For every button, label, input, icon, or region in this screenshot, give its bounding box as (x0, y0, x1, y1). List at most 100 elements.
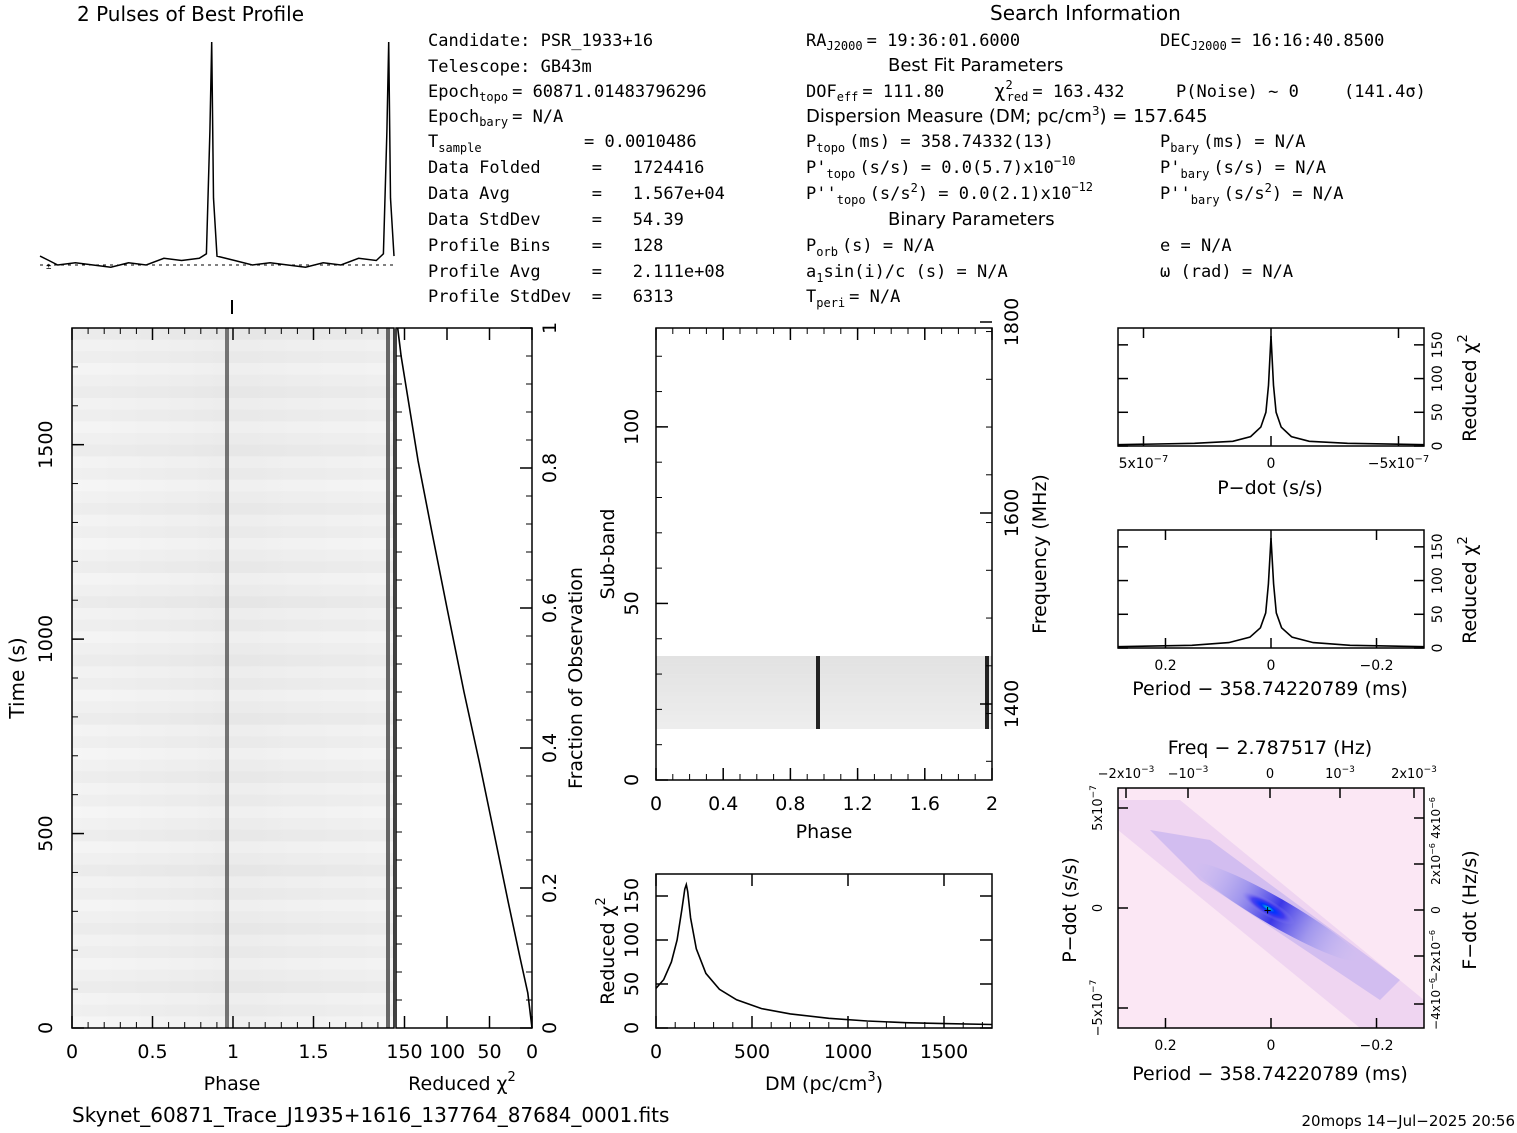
subband-pulse-1 (816, 656, 820, 729)
subband-row (656, 656, 992, 660)
p-pdot-plot: + 0.2 0 −0.2 −2x10−3 −10−3 0 10−3 2x10−3 −5x10−7… (1059, 737, 1481, 1085)
time-row (72, 468, 394, 480)
small-chi-ytick: 50 (1430, 403, 1446, 421)
time-row (72, 363, 394, 375)
time-row (72, 596, 394, 608)
chi-pdot-xlabel: P−dot (s/s) (1217, 477, 1323, 499)
chi-fraction-xtick: 100 (429, 1041, 465, 1063)
chi-period-xlabel: Period − 358.74220789 (ms) (1132, 678, 1408, 700)
chi-pdot-ylabel: Reduced χ2 (1456, 334, 1481, 442)
time-row (72, 806, 394, 818)
subband-row (656, 707, 992, 711)
time-row (72, 934, 394, 947)
subband-rows (656, 656, 992, 729)
time-phase-xtick: 1 (227, 1041, 239, 1063)
small-chi-xtick: −0.2 (1360, 658, 1394, 674)
chi-fraction-curve (396, 327, 533, 1029)
chi-period-plot: 0.2 0 −0.2 0 50 100 150 Period − 358.74220789 … (1117, 529, 1481, 700)
time-row (72, 386, 394, 398)
small-chi-xtick: −5x10−7 (1368, 454, 1430, 472)
time-phase-ylabel: Time (s) (5, 637, 29, 719)
time-row (72, 398, 394, 410)
small-chi-xtick: 5x10−7 (1119, 454, 1169, 472)
time-row (72, 946, 394, 958)
ppdot-x2label: Freq − 2.787517 (Hz) (1168, 737, 1372, 759)
time-row (72, 1004, 394, 1017)
time-row (72, 374, 394, 387)
time-row (72, 479, 394, 492)
small-chi-xtick: 0 (1267, 658, 1276, 674)
chi-fraction-ylabel: Fraction of Observation (565, 567, 587, 789)
subband-row (656, 688, 992, 693)
small-chi-ytick: 150 (1430, 533, 1446, 560)
chi-fraction-plot: 150 100 50 00 0.2 0.4 0.6 0.8 1 Reduced χ2 Fract… (386, 322, 587, 1095)
subband-row (656, 677, 992, 682)
time-row (72, 643, 394, 655)
chi-dm-xtick: 0 (650, 1041, 662, 1063)
small-chi-xtick: 0.2 (1154, 658, 1176, 674)
time-row (72, 433, 394, 445)
profile-errorbar-mark: ± (46, 262, 52, 272)
subband-xtick: 2 (986, 793, 998, 815)
chi-red-line: χ2 red = 163.432 (994, 78, 1125, 104)
profile-stddev-line: Profile StdDev = 6313 (428, 287, 674, 307)
epoch-bary-line: Epochbary = N/A (428, 107, 563, 129)
time-phase-xlabel: Phase (204, 1073, 261, 1095)
chi-dm-ytick: 100 (621, 922, 643, 958)
time-phase-xtick: 0 (66, 1041, 78, 1063)
dm-line: Dispersion Measure (DM; pc/cm3) = 157.64… (806, 104, 1208, 127)
time-row (72, 969, 394, 982)
time-row (72, 491, 394, 503)
time-row (72, 584, 394, 597)
time-row (72, 339, 394, 352)
time-row (72, 573, 394, 585)
ppdot-ytick: 5x10−7 (1089, 785, 1106, 831)
chi-fraction-xtick: 50 (477, 1041, 501, 1063)
chi-dm-ytick: 50 (621, 972, 643, 996)
time-phase-ytick: 0 (35, 1022, 57, 1034)
time-phase-ytick: 500 (35, 815, 57, 851)
tsample-value: = 0.0010486 (584, 132, 697, 152)
time-row (72, 701, 394, 713)
ppdot-x2tick: −10−3 (1168, 765, 1209, 782)
profile-bins-line: Profile Bins = 128 (428, 236, 663, 256)
small-chi-ytick: 100 (1430, 567, 1446, 594)
small-chi-ytick: 150 (1430, 331, 1446, 358)
sigma-line: (141.4σ) (1344, 82, 1426, 102)
time-phase-ytick: 1500 (35, 420, 57, 468)
ppdot-x2tick: 10−3 (1325, 765, 1355, 782)
chi-dm-xlabel: DM (pc/cm3) (765, 1070, 883, 1095)
time-row (72, 876, 394, 888)
profile-curve (39, 41, 395, 268)
subband-row (656, 670, 992, 675)
ppdot-xtick: 0.2 (1154, 1038, 1176, 1054)
chi-fraction-xtick: 150 (386, 1041, 422, 1063)
small-chi-xtick: 0 (1267, 456, 1276, 472)
time-phase-ytick: 1000 (35, 615, 57, 663)
subband-row (656, 663, 992, 667)
small-chi-ytick: 0 (1430, 644, 1446, 653)
dec-line: DECJ2000 = 16:16:40.8500 (1160, 31, 1384, 53)
chi-dm-xtick: 500 (734, 1041, 770, 1063)
subband-row (656, 703, 992, 708)
chi-fraction-xtick: 0 (526, 1041, 538, 1063)
time-row (72, 409, 394, 422)
chi-dm-xtick: 1500 (920, 1041, 968, 1063)
subband-row (656, 714, 992, 718)
subband-row (656, 699, 992, 704)
time-row (72, 421, 394, 433)
time-row (72, 818, 394, 830)
ppdot-xtick: −0.2 (1360, 1038, 1394, 1054)
profile-title: 2 Pulses of Best Profile (77, 2, 304, 26)
ppdot-x2tick: 2x10−3 (1391, 765, 1437, 782)
time-row (72, 759, 394, 772)
small-chi-ytick: 0 (1430, 442, 1446, 451)
dof-line: DOFeff = 111.80 (806, 82, 944, 104)
ppdot-x2tick: 0 (1266, 767, 1274, 782)
ra-line: RAJ2000 = 19:36:01.6000 (806, 31, 1020, 53)
time-phase-xtick: 0.5 (137, 1041, 167, 1063)
e-line: e = N/A (1160, 236, 1232, 256)
chi-fraction-xlabel: Reduced χ2 (408, 1070, 516, 1095)
